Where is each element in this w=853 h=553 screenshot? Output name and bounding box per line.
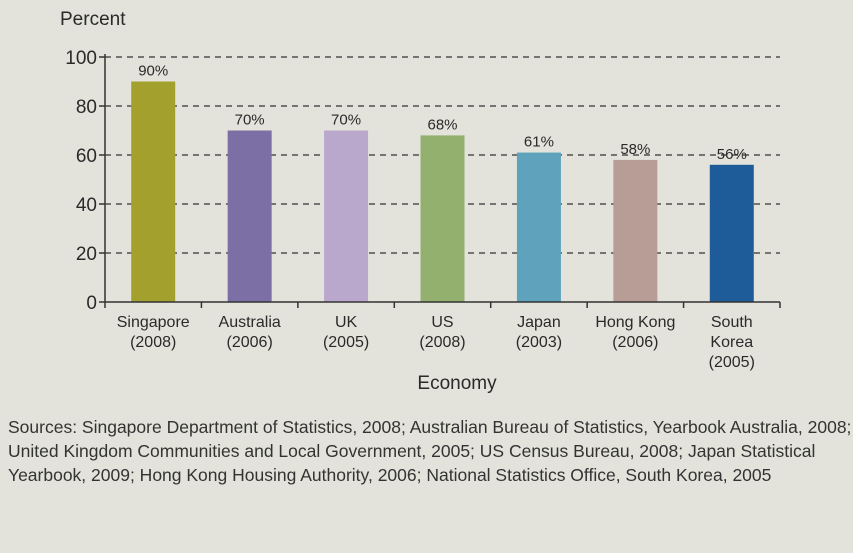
axes: 0 20 40 60 80 100 Singapore (2008) Australia (200… [65,48,781,371]
y-tick-label: 20 [76,244,97,265]
bar [227,130,272,302]
x-tick-label: UK [335,314,358,331]
x-tick-label: Australia [219,314,281,331]
bars: 90% 70% 70% 68% 61% 58% 56% [131,63,754,302]
x-tick-label: US [431,314,453,331]
y-tick-label: 100 [65,48,97,69]
x-tick-label: (2008) [419,334,465,351]
bar-chart: Percent Economy 90% 70% 70% 68% 61% 58% 56% 0 2… [60,9,781,394]
bar [131,81,176,302]
x-tick-label: Hong Kong [595,314,675,331]
data-label: 70% [331,112,361,129]
bar [709,164,754,302]
x-tick-label: (2003) [516,334,562,351]
y-tick-label: 80 [76,97,97,118]
y-tick-label: 0 [86,293,97,314]
gridlines [105,56,780,254]
x-tick-label: South [711,314,753,331]
y-axis-label: Percent [60,9,126,30]
x-tick-label: (2005) [709,354,755,371]
x-tick-label: Japan [517,314,561,331]
y-tick-label: 60 [76,146,97,167]
x-tick-label: (2006) [227,334,273,351]
data-label: 70% [235,112,265,129]
x-tick-label: Korea [710,334,753,351]
data-label: 68% [427,116,457,133]
sources-note: Sources: Singapore Department of Statist… [8,417,852,485]
bar [516,152,561,302]
x-tick-label: (2005) [323,334,369,351]
data-label: 61% [524,134,554,151]
x-tick-label: (2008) [130,334,176,351]
x-tick-label: (2006) [612,334,658,351]
data-label: 56% [717,146,747,163]
data-label: 90% [138,63,168,80]
bar [613,159,658,302]
bar [420,135,465,302]
bar [324,130,369,302]
x-axis-label: Economy [417,373,497,394]
data-label: 58% [620,141,650,158]
x-tick-label: Singapore [117,314,190,331]
y-tick-label: 40 [76,195,97,216]
